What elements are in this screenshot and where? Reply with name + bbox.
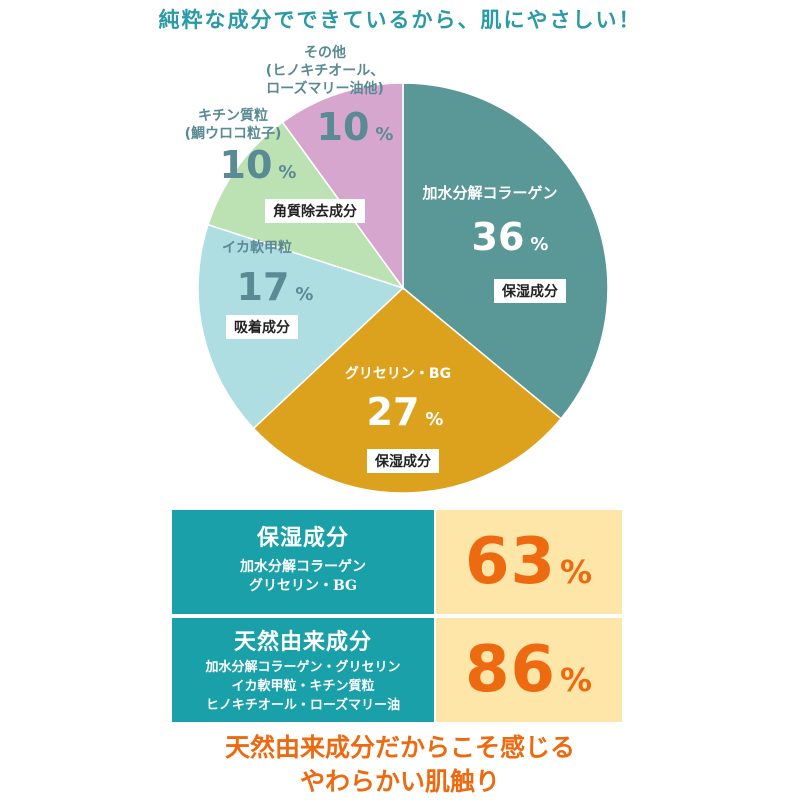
slice-tag: 保湿成分	[367, 449, 439, 473]
stat-ingredient-line: グリセリン・BG	[248, 578, 358, 594]
closing-line-1: 天然由来成分だからこそ感じる	[224, 733, 575, 762]
slice-value: 17%	[237, 265, 314, 309]
stat-value: 63	[464, 525, 556, 599]
slice-value: 36%	[472, 215, 549, 259]
headline: 純粋な成分でできているから、肌にやさしい！	[158, 7, 642, 32]
slice-tag: 吸着成分	[226, 315, 298, 339]
stat-label-panel: 保湿成分 加水分解コラーゲン グリセリン・BG	[172, 510, 434, 614]
slice-label: 加水分解コラーゲン	[421, 184, 557, 202]
stat-value: 86	[464, 633, 556, 707]
pie-slice	[402, 82, 609, 420]
stat-ingredient-line: 加水分解コラーゲン	[240, 559, 366, 575]
slice-label: グリセリン・BG	[345, 365, 451, 382]
slice-label: イカ軟甲粒	[222, 239, 292, 256]
svg-text:保湿成分: 保湿成分	[374, 453, 431, 470]
pie-slice	[252, 287, 563, 494]
slice-value: 10%	[220, 143, 297, 187]
stat-unit: %	[560, 661, 594, 699]
stat-title: 天然由来成分	[233, 629, 372, 655]
stat-ingredient-line: 加水分解コラーゲン・グリセリン	[205, 660, 401, 675]
slice-value: 10%	[317, 105, 394, 149]
pie-slice	[281, 82, 404, 291]
slice-label: その他(ヒノキチオール、ローズマリー油他)	[266, 44, 384, 97]
stat-value-panel: 86%	[436, 618, 622, 722]
pie-slice	[197, 223, 405, 430]
stat-unit: %	[560, 553, 594, 591]
stat-title: 保湿成分	[256, 525, 349, 551]
slice-tag: 角質除去成分	[265, 199, 365, 223]
slice-value: 27%	[367, 390, 444, 434]
slice-tag: 保湿成分	[494, 279, 566, 303]
stat-value-panel: 63%	[436, 510, 622, 614]
svg-text:保湿成分: 保湿成分	[501, 283, 558, 300]
svg-text:吸着成分: 吸着成分	[234, 319, 290, 336]
stat-ingredient-line: ヒノキチオール・ローズマリー油	[205, 698, 401, 713]
stat-label-panel: 天然由来成分 加水分解コラーゲン・グリセリン イカ軟甲粒・キチン質粒 ヒノキチオ…	[172, 618, 434, 722]
stat-row-moisturizing: 保湿成分 加水分解コラーゲン グリセリン・BG 63%	[172, 510, 622, 614]
stat-row-natural: 天然由来成分 加水分解コラーゲン・グリセリン イカ軟甲粒・キチン質粒 ヒノキチオ…	[172, 618, 622, 722]
stat-ingredient-line: イカ軟甲粒・キチン質粒	[231, 679, 375, 694]
svg-text:角質除去成分: 角質除去成分	[273, 203, 357, 220]
closing-line-2: やわらかい肌触り	[299, 767, 500, 796]
slice-label: キチン質粒(鯛ウロコ粒子)	[185, 107, 282, 142]
